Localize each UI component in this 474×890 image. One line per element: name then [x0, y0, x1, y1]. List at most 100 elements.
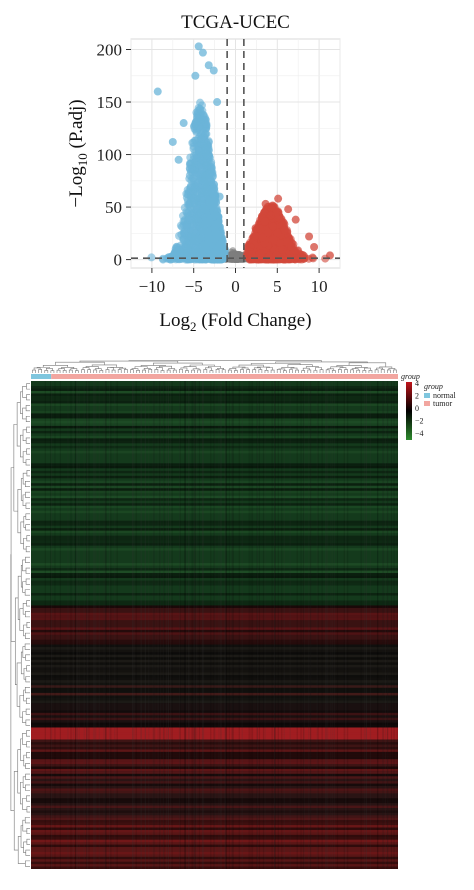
heatmap-row — [31, 675, 398, 678]
heatmap-row — [31, 644, 398, 648]
heatmap-row — [31, 445, 398, 449]
dendrogram-branch — [128, 360, 322, 362]
dendrogram-branch — [183, 366, 197, 369]
dendrogram-branch — [22, 429, 27, 441]
heatmap-row — [31, 712, 398, 716]
heatmap-column — [271, 381, 273, 869]
heatmap-row — [31, 505, 398, 509]
dendrogram-branch — [364, 367, 371, 371]
dendrogram-branch — [79, 360, 179, 364]
heatmap-column — [387, 381, 389, 869]
heatmap-column — [345, 381, 347, 869]
heatmap-row — [31, 385, 398, 389]
dendrogram-branch — [295, 369, 299, 373]
heatmap-column — [231, 381, 233, 869]
point-down — [210, 211, 219, 220]
heatmap-row — [31, 776, 398, 779]
color-scale-legend: 4 2 0 −2 −4 — [406, 379, 424, 440]
dendrogram-branch — [14, 597, 19, 685]
color-scale-label: 2 — [415, 392, 419, 401]
heatmap-row — [31, 393, 398, 396]
dendrogram-branch — [22, 603, 27, 615]
dendrogram-branch — [192, 368, 200, 371]
heatmap-row — [31, 669, 398, 673]
dendrogram-branch — [38, 369, 43, 373]
dendrogram-branch — [275, 361, 368, 364]
heatmap-row — [31, 523, 398, 526]
point-down — [197, 188, 206, 197]
heatmap-column — [188, 381, 190, 869]
chart-title: TCGA-UCEC — [181, 12, 290, 33]
group-label-tumor: tumor — [433, 399, 452, 408]
heatmap-row — [31, 503, 398, 506]
dendrogram-branch — [22, 798, 27, 810]
heatmap-row — [31, 495, 398, 499]
heatmap-column — [333, 381, 336, 869]
heatmap-row — [31, 413, 398, 416]
dendrogram-branch — [270, 369, 275, 373]
dendrogram-branch — [123, 369, 128, 373]
dendrogram-branch — [197, 369, 202, 373]
point-down — [174, 155, 183, 164]
dendrogram-branch — [23, 668, 27, 680]
heatmap-column — [274, 381, 276, 869]
heatmap-row — [31, 530, 398, 534]
heatmap-column — [238, 381, 240, 869]
heatmap-row — [31, 388, 398, 391]
y-axis-title: −Log10 (P.adj) — [66, 99, 90, 207]
heatmap-row — [31, 747, 398, 750]
heatmap-column — [281, 381, 283, 869]
dendrogram-branch — [33, 367, 41, 371]
heatmap-column — [108, 381, 111, 869]
dendrogram-branch — [26, 730, 30, 737]
point-down — [172, 250, 181, 259]
heatmap-body — [31, 381, 398, 869]
heatmap-row — [31, 483, 398, 486]
dendrogram-branch — [240, 369, 244, 373]
point-down — [210, 244, 219, 253]
heatmap-column — [274, 381, 276, 869]
point-down — [168, 137, 177, 146]
dendrogram-branch — [362, 370, 367, 373]
point-up — [278, 245, 287, 254]
dendrogram-branch — [61, 367, 75, 369]
dendrogram-branch — [99, 370, 104, 373]
point-down — [204, 61, 213, 70]
heatmap-column — [327, 381, 329, 869]
dendrogram-branch — [20, 521, 24, 544]
dendrogram-branch — [313, 370, 318, 373]
heatmap-row — [31, 822, 398, 826]
dendrogram-branch — [172, 369, 177, 373]
heatmap-row — [31, 450, 398, 454]
heatmap-row — [31, 593, 398, 596]
point-down — [208, 188, 217, 197]
dendrogram-branch — [26, 535, 30, 542]
x-tick-label: 5 — [273, 277, 282, 296]
point-down — [205, 234, 214, 243]
dendrogram-branch — [32, 369, 36, 373]
heatmap-column — [167, 381, 169, 869]
point-down — [193, 114, 202, 123]
dendrogram-branch — [252, 369, 257, 373]
point-up — [268, 222, 277, 231]
heatmap-row — [31, 692, 398, 696]
dendrogram-branch — [338, 369, 342, 373]
dendrogram-branch — [58, 368, 65, 371]
dendrogram-branch — [380, 369, 385, 373]
dendrogram-branch — [13, 424, 18, 512]
dendrogram-branch — [20, 434, 24, 458]
color-scale-bar — [406, 382, 412, 440]
heatmap-row — [31, 788, 398, 791]
heatmap-column — [283, 381, 285, 869]
heatmap-band — [31, 727, 398, 740]
heatmap-column — [76, 381, 78, 869]
point-up — [284, 205, 293, 214]
dendrogram-branch — [22, 819, 27, 832]
heatmap-row — [31, 766, 398, 769]
heatmap-band — [31, 739, 398, 772]
heatmap-column — [321, 381, 323, 869]
dendrogram-branch — [185, 370, 189, 373]
